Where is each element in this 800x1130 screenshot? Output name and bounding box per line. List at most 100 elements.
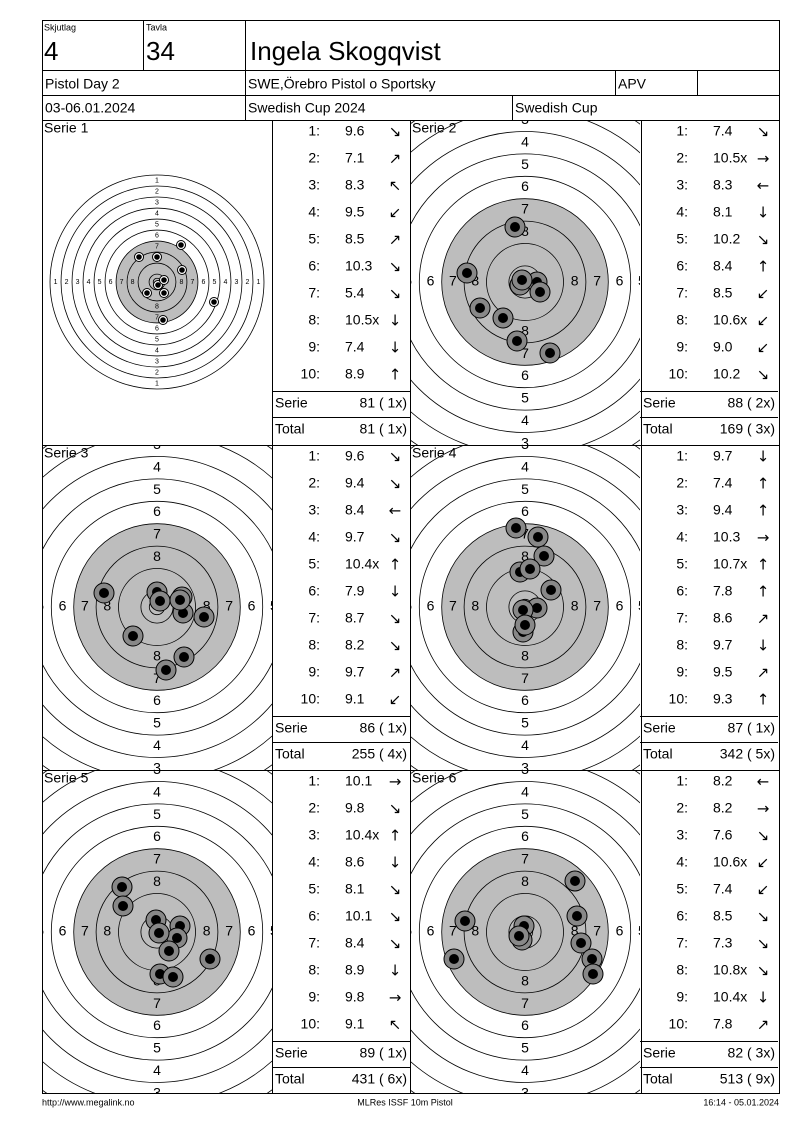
shot-value: 10.5x [345,312,379,328]
ring-number: 2 [337,598,345,614]
ring-number: 7 [190,279,194,286]
ring-number: 5 [404,598,412,614]
ring-number: 6 [616,273,624,289]
ring-number: 6 [109,279,113,286]
shot-value: 10.5x [713,150,747,166]
ring-number: 8 [153,873,161,889]
target: 11112222333344445555666677778888 [43,771,272,1093]
shot-number: 9: [308,339,320,355]
shot-number: 6: [676,258,688,274]
shot-direction: ↘ [389,800,402,818]
ring-number: 7 [81,923,89,939]
serie-label: Serie [275,1045,308,1061]
shot-number: 3: [308,177,320,193]
total-score: 169 ( 3x) [720,421,775,437]
shot-hole-center [161,277,167,283]
shot-number: 6: [308,258,320,274]
ring-number: 4 [153,737,161,753]
shot-value: 7.3 [713,935,733,951]
ring [137,262,177,302]
shot-direction: ↑ [757,502,770,520]
ring-number: 4 [521,133,529,149]
ring-number: 7 [593,598,601,614]
serie-score: 82 ( 3x) [728,1045,775,1061]
shot-direction: ↗ [757,664,770,682]
shot-hole-center [475,303,485,313]
shot-hole-center [175,595,185,605]
shot-value: 10.4x [345,827,379,843]
ring-number: 3 [521,761,529,777]
shot-value: 5.4 [345,285,365,301]
shot-direction: ↘ [389,908,402,926]
shot-direction: ↘ [757,123,770,141]
ring-number: 4 [292,598,300,614]
ring [60,185,254,379]
ring-number: 8 [471,598,479,614]
shot-value: 8.3 [345,177,365,193]
shot-number: 8: [676,637,688,653]
shot-value: 7.8 [713,1016,733,1032]
serie-score: 86 ( 1x) [360,720,407,736]
ring [43,781,272,1083]
shot-direction: ↓ [757,989,770,1007]
date: 03-06.01.2024 [45,100,136,116]
shot-hole-center [545,348,555,358]
ring [441,848,609,1016]
shot-number: 8: [308,312,320,328]
shot-direction: ↑ [389,556,402,574]
series-title: Serie 1 [44,120,89,136]
ring [411,803,640,1061]
ring-number: 6 [153,692,161,708]
ring-number: 6 [616,923,624,939]
ring [418,175,632,389]
ring-number: 1 [155,177,159,184]
shot-hole-center [520,620,530,630]
ring [104,229,210,335]
ring-number: 4 [153,1062,161,1078]
shot-hole-center [532,603,542,613]
ring-number: 3 [235,279,239,286]
ring-number: 8 [521,972,529,988]
ring-number: 8 [521,322,529,338]
shot-number: 1: [308,773,320,789]
shot-value: 9.6 [345,123,365,139]
target: 11112222333344445555666677778888 [411,761,668,1093]
ring [411,456,640,758]
shot-value: 8.2 [345,637,365,653]
shot-number: 10: [669,1016,688,1032]
shot-hole-center [178,242,184,248]
ring-number: 8 [521,873,529,889]
shot-hole-center [199,612,209,622]
ring-number: 1 [521,66,529,82]
shot-direction: ↘ [389,637,402,655]
shot-direction: → [389,989,402,1007]
shot-value: 7.4 [713,881,733,897]
ring-number: 3 [521,759,529,775]
ring-number: 7 [521,201,529,217]
ring-number: 4 [521,1062,529,1078]
ring-number: 4 [660,923,668,939]
shot-hole-center [151,915,161,925]
shot-hole-center [510,222,520,232]
ring-number: 5 [638,923,646,939]
shot-number: 10: [301,1016,320,1032]
shot-value: 8.6 [345,854,365,870]
shot-value: 7.4 [345,339,365,355]
shot-value: 10.4x [345,556,379,572]
ring-number: 4 [521,783,529,799]
ring [411,478,640,736]
ring-number: 4 [521,412,529,428]
shot-hole-center [587,954,597,964]
shot-value: 7.1 [345,150,365,166]
ring-number: 5 [153,1040,161,1056]
shot-number: 8: [308,637,320,653]
ring-number: 1 [155,380,159,387]
ring-number: 6 [427,923,435,939]
shot-number: 4: [308,529,320,545]
shot-direction: ↗ [389,231,402,249]
shot-value: 7.4 [713,123,733,139]
ring-number: 6 [521,178,529,194]
ring [411,153,640,411]
ring-number: 5 [98,279,102,286]
shot-value: 8.1 [713,204,733,220]
